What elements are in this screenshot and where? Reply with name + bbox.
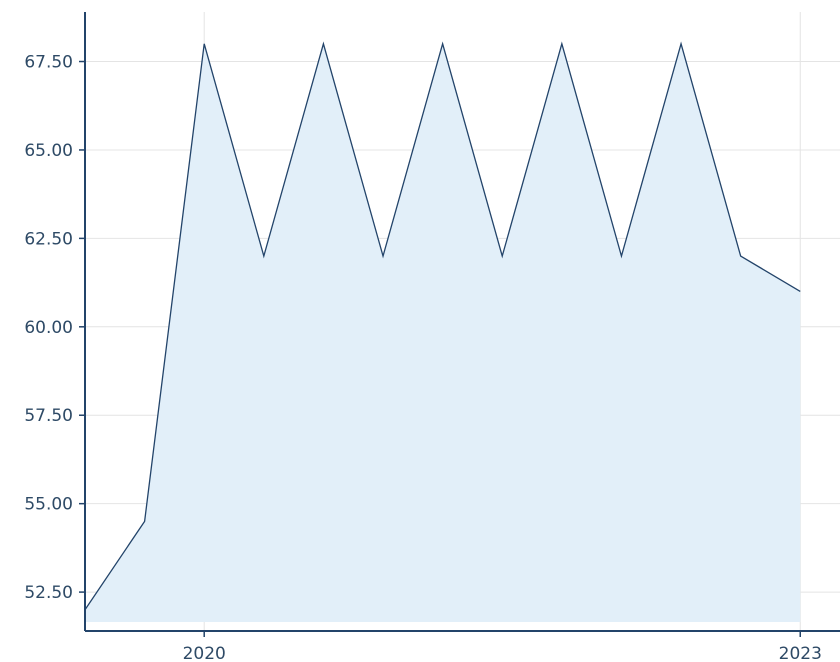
y-tick-label: 67.50: [24, 53, 73, 73]
tick-label-layer: 52.50 55.00 57.50 60.00 62.50 65.00 67.50 2020 2…: [24, 53, 822, 662]
series-line: [84, 41, 801, 611]
x-tick-label: 2023: [779, 644, 822, 662]
y-tick-label: 55.00: [24, 495, 73, 515]
area-fill: [85, 43, 801, 622]
y-tick-label: 57.50: [24, 406, 73, 426]
x-tick-label: 2020: [183, 644, 226, 662]
y-tick-label: 65.00: [24, 141, 73, 161]
y-tick-label: 60.00: [24, 318, 73, 338]
y-tick-label: 52.50: [24, 583, 73, 603]
y-tick-label: 62.50: [24, 229, 73, 249]
axis-layer: [79, 12, 840, 637]
area-layer: [84, 41, 801, 622]
